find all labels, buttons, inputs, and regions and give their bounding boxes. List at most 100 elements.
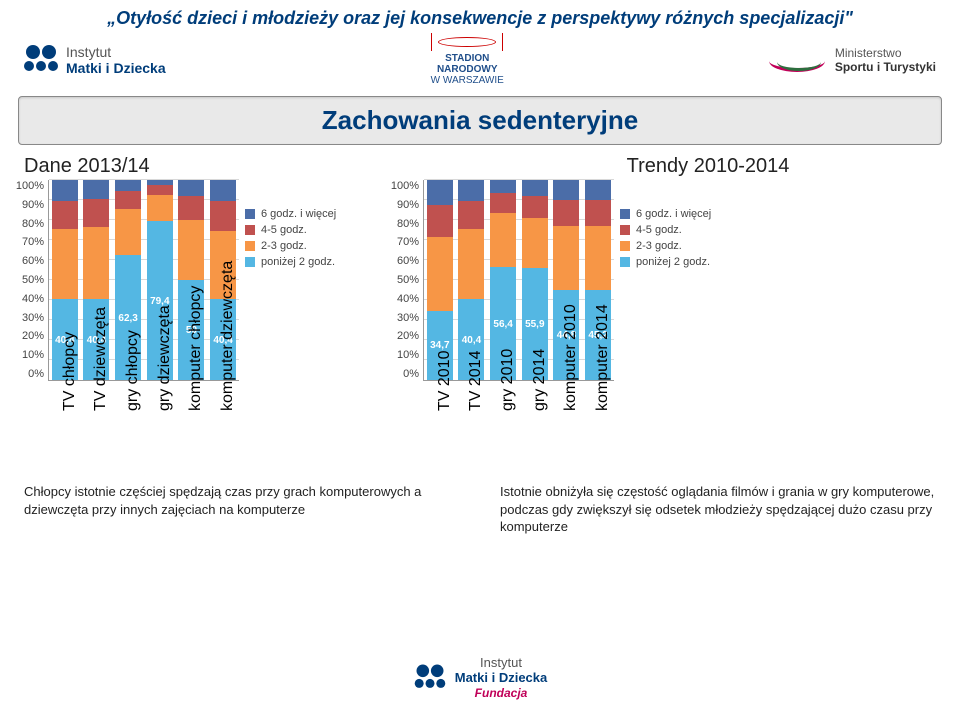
bar-segment bbox=[553, 200, 579, 226]
footer-institute-icon bbox=[414, 664, 445, 691]
bar-value-label: 56,4 bbox=[490, 319, 516, 330]
legend-swatch bbox=[620, 257, 630, 267]
ytick: 10% bbox=[10, 349, 44, 361]
caption-right: Istotnie obniżyła się częstość oglądania… bbox=[500, 483, 936, 536]
ytick: 50% bbox=[10, 274, 44, 286]
logo-row: Instytut Matki i Dziecka STADION NARODOW… bbox=[0, 33, 960, 92]
xlabel: TV 2014 bbox=[467, 385, 481, 411]
legend-swatch bbox=[245, 257, 255, 267]
bar-segment bbox=[427, 180, 453, 205]
ytick: 90% bbox=[10, 199, 44, 211]
bar-segment bbox=[178, 180, 204, 196]
bar: 40,4 bbox=[458, 180, 484, 380]
bar-segment bbox=[458, 201, 484, 229]
xlabel: gry chłopcy bbox=[124, 385, 138, 411]
legend-label: poniżej 2 godz. bbox=[636, 256, 710, 268]
legend-item: 6 godz. i więcej bbox=[620, 208, 742, 220]
legend-swatch bbox=[620, 209, 630, 219]
bar-segment bbox=[490, 213, 516, 267]
stadium-line3: W WARSZAWIE bbox=[431, 75, 504, 86]
bar-segment bbox=[585, 226, 611, 290]
institute-name: Instytut Matki i Dziecka bbox=[66, 44, 166, 76]
legend-label: poniżej 2 godz. bbox=[261, 256, 335, 268]
ytick: 80% bbox=[385, 218, 419, 230]
bar-segment bbox=[115, 180, 141, 191]
ytick: 30% bbox=[385, 312, 419, 324]
bar-segment bbox=[210, 180, 236, 201]
chart-left: 100%90%80%70%60%50%40%30%20%10%0% 40,440… bbox=[10, 180, 367, 477]
legend-swatch bbox=[620, 225, 630, 235]
bar-value-label: 40,4 bbox=[458, 335, 484, 346]
bar-segment bbox=[553, 180, 579, 200]
bar-segment bbox=[490, 180, 516, 193]
xlabels-right: TV 2010TV 2014gry 2010gry 2014komputer 2… bbox=[419, 381, 609, 477]
legend-label: 4-5 godz. bbox=[261, 224, 307, 236]
bar-value-label: 55,9 bbox=[522, 319, 548, 330]
ytick: 20% bbox=[10, 330, 44, 342]
footer-institute-text: Instytut Matki i Dziecka Fundacja bbox=[455, 655, 548, 700]
ytick: 0% bbox=[385, 368, 419, 380]
ytick: 60% bbox=[10, 255, 44, 267]
subhead-right: Trendy 2010-2014 bbox=[480, 155, 936, 178]
yaxis-left: 100%90%80%70%60%50%40%30%20%10%0% bbox=[10, 180, 48, 380]
ytick: 90% bbox=[385, 199, 419, 211]
bar-segment bbox=[427, 205, 453, 237]
ytick: 70% bbox=[10, 236, 44, 248]
bar-value-label: 34,7 bbox=[427, 340, 453, 351]
charts-row: 100% 90% 80% 70% 60% 50% 40% 30% 20% 10% 0% 40,4 40… bbox=[0, 180, 960, 477]
ytick: 40% bbox=[385, 293, 419, 305]
captions: Chłopcy istotnie częściej spędzają czas … bbox=[0, 477, 960, 536]
ytick: 50% bbox=[385, 274, 419, 286]
legend-swatch bbox=[620, 241, 630, 251]
bar-segment bbox=[458, 229, 484, 299]
chart-right: 100%90%80%70%60%50%40%30%20%10%0% 34,740… bbox=[385, 180, 742, 477]
footer-logo: Instytut Matki i Dziecka Fundacja bbox=[0, 655, 960, 700]
legend-swatch bbox=[245, 241, 255, 251]
legend-item: 6 godz. i więcej bbox=[245, 208, 367, 220]
legend-label: 2-3 godz. bbox=[636, 240, 682, 252]
legend-swatch bbox=[245, 225, 255, 235]
institute-logo-icon bbox=[24, 45, 58, 75]
xlabel: gry dziewczęta bbox=[156, 385, 170, 411]
bar-segment bbox=[52, 229, 78, 299]
stadium-line2: NARODOWY bbox=[437, 64, 498, 75]
ytick: 40% bbox=[10, 293, 44, 305]
legend-item: 2-3 godz. bbox=[620, 240, 742, 252]
yaxis-right: 100%90%80%70%60%50%40%30%20%10%0% bbox=[385, 180, 423, 380]
bar-segment bbox=[178, 220, 204, 280]
bar-segment bbox=[147, 185, 173, 195]
ytick: 20% bbox=[385, 330, 419, 342]
bar-value-label: 62,3 bbox=[115, 313, 141, 324]
swoosh-icon bbox=[769, 46, 825, 74]
subhead-row: Dane 2013/14 Trendy 2010-2014 bbox=[0, 149, 960, 180]
bar-segment bbox=[52, 201, 78, 229]
bar-segment bbox=[522, 218, 548, 268]
xlabel: komputer chłopcy bbox=[187, 385, 201, 411]
ministry-logo: Ministerstwo Sportu i Turystyki bbox=[769, 46, 936, 74]
banner-title: Zachowania sedenteryjne bbox=[322, 105, 638, 135]
legend-item: poniżej 2 godz. bbox=[245, 256, 367, 268]
ministry-line2: Sportu i Turystyki bbox=[835, 60, 936, 74]
xlabel: TV dziewczęta bbox=[92, 385, 106, 411]
bar-segment bbox=[52, 180, 78, 201]
stadium-line1: STADION bbox=[445, 53, 489, 64]
bar-segment bbox=[115, 191, 141, 209]
ytick: 10% bbox=[385, 349, 419, 361]
ytick: 100% bbox=[385, 180, 419, 192]
legend-item: 4-5 godz. bbox=[620, 224, 742, 236]
legend-left: 6 godz. i więcej 4-5 godz. 2-3 godz. poniże… bbox=[239, 180, 367, 477]
bar-segment bbox=[585, 200, 611, 226]
legend-label: 6 godz. i więcej bbox=[636, 208, 711, 220]
legend-label: 2-3 godz. bbox=[261, 240, 307, 252]
bar-segment bbox=[522, 180, 548, 196]
ministry-line1: Ministerstwo bbox=[835, 46, 902, 60]
footer-fund: Fundacja bbox=[475, 686, 528, 700]
xlabel: komputer 2014 bbox=[594, 385, 608, 411]
banner: Zachowania sedenteryjne bbox=[18, 96, 942, 145]
xlabel: TV 2010 bbox=[436, 385, 450, 411]
bar-segment bbox=[83, 199, 109, 227]
ministry-text: Ministerstwo Sportu i Turystyki bbox=[835, 46, 936, 74]
ytick: 80% bbox=[10, 218, 44, 230]
bar-segment bbox=[83, 227, 109, 299]
bar-segment bbox=[585, 180, 611, 200]
